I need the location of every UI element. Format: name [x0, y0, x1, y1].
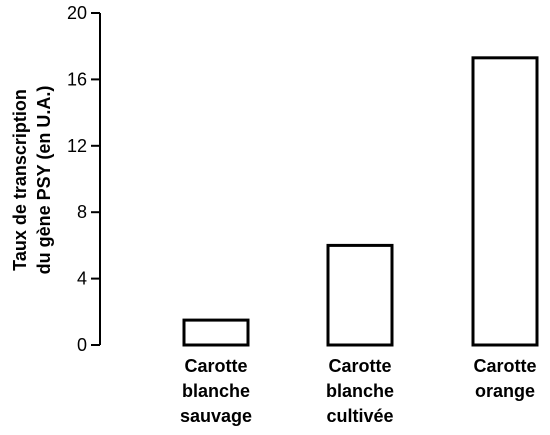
bar	[326, 243, 394, 347]
y-axis-label: Taux de transcription du gène PSY (en U.A…	[10, 86, 54, 275]
y-tick-label: 20	[67, 3, 87, 23]
y-tick-label: 16	[67, 69, 87, 89]
bar	[182, 318, 250, 347]
y-tick-label: 0	[77, 335, 87, 355]
y-tick-label: 4	[77, 269, 87, 289]
x-tick-label: Carotte blanche cultivée	[326, 356, 394, 426]
bar	[471, 56, 539, 347]
y-tick-label: 8	[77, 202, 87, 222]
y-tick-label: 12	[67, 136, 87, 156]
x-tick-label: Carotte blanche sauvage	[180, 356, 252, 426]
x-tick-label: Carotte orange	[473, 356, 536, 401]
